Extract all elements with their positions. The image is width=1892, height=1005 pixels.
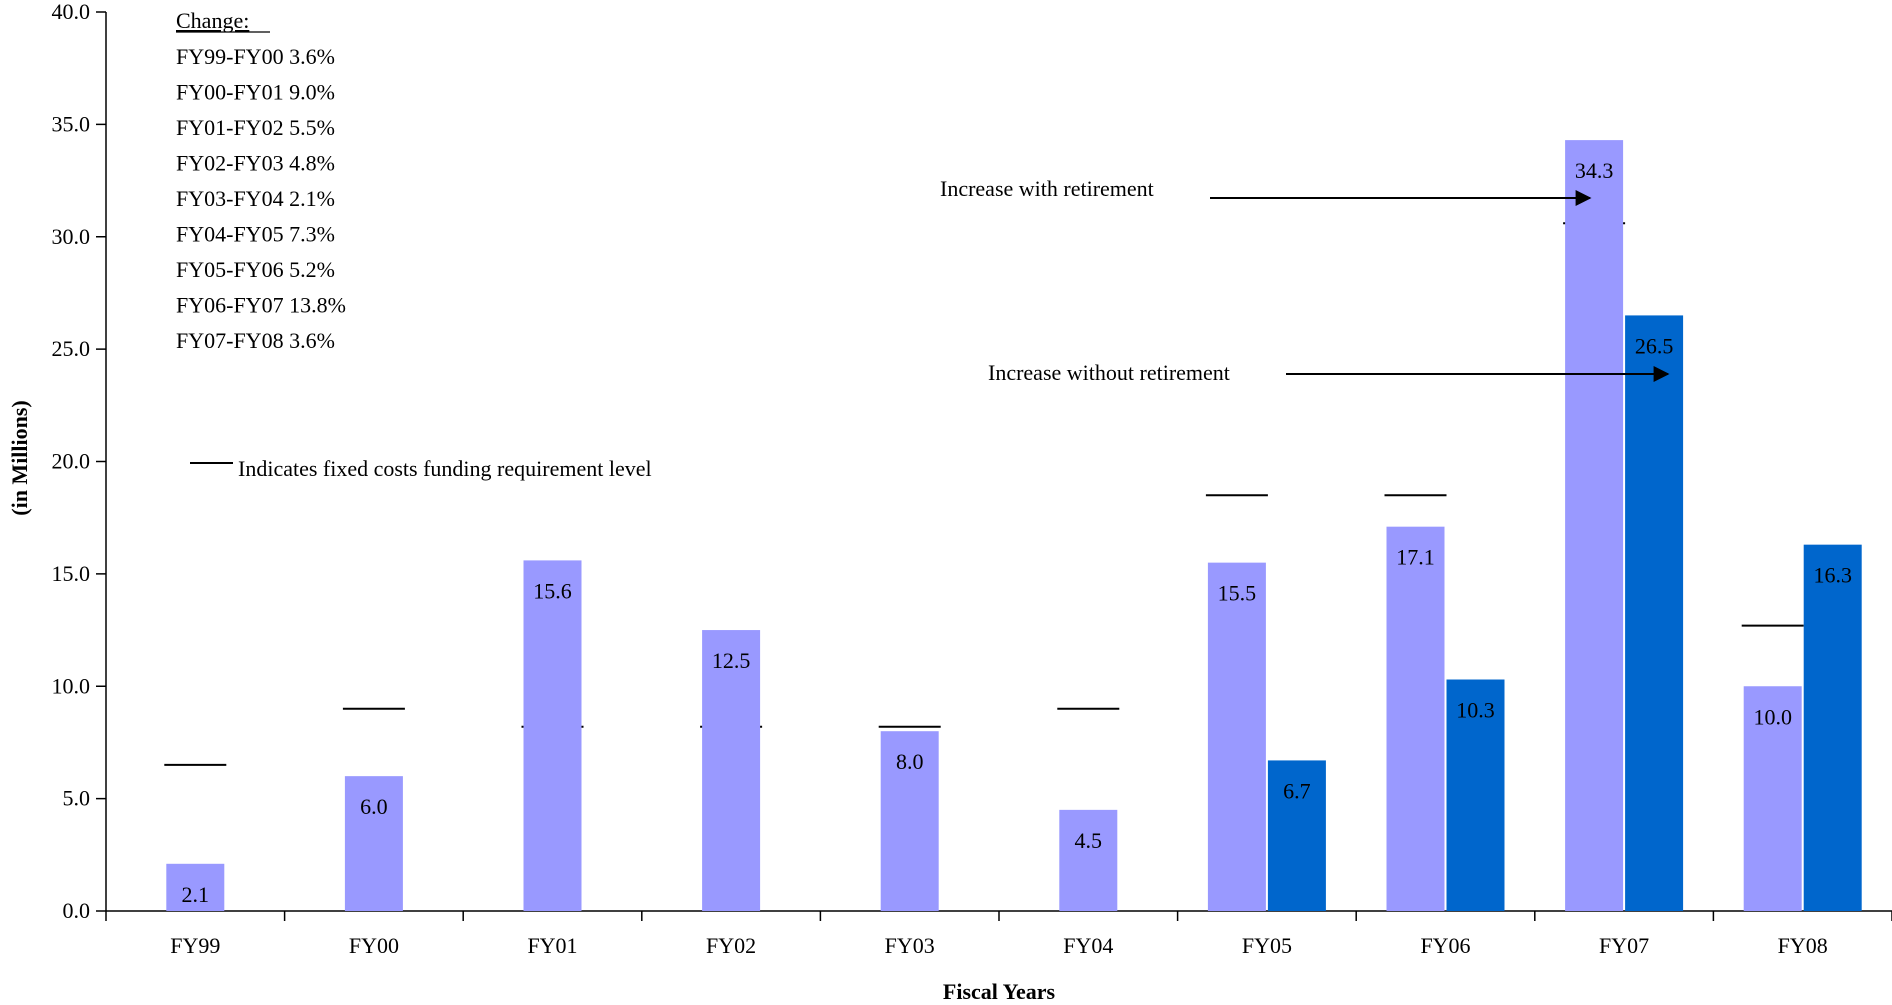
x-tick-label: FY08	[1778, 933, 1828, 958]
bar-value-label: 6.0	[360, 794, 388, 819]
x-tick-label: FY02	[706, 933, 756, 958]
x-tick-label: FY00	[349, 933, 399, 958]
bar-value-label: 17.1	[1396, 545, 1435, 570]
bar-with-retirement	[523, 560, 582, 911]
bar-without-retirement	[1446, 679, 1505, 911]
x-tick-label: FY03	[885, 933, 935, 958]
legend-note: Indicates fixed costs funding requiremen…	[190, 456, 652, 481]
bar-with-retirement	[702, 630, 761, 911]
bar-value-label: 12.5	[712, 648, 751, 673]
bar-with-retirement	[1386, 526, 1445, 911]
bar-with-retirement	[1207, 562, 1266, 911]
bar-value-label: 10.0	[1753, 704, 1792, 729]
y-tick-label: 0.0	[63, 898, 91, 923]
change-line: FY99-FY00 3.6%	[176, 44, 335, 69]
change-line: FY01-FY02 5.5%	[176, 115, 335, 140]
bar-with-retirement	[344, 776, 403, 911]
y-axis-title: (in Millions)	[7, 400, 32, 516]
bar-value-label: 10.3	[1456, 698, 1495, 723]
y-tick-label: 30.0	[52, 224, 91, 249]
change-line: FY06-FY07 13.8%	[176, 293, 346, 318]
change-box: Change: FY99-FY00 3.6% FY00-FY01 9.0% FY01…	[176, 8, 346, 353]
change-line: FY05-FY06 5.2%	[176, 257, 335, 282]
legend-note-text: Indicates fixed costs funding requiremen…	[238, 456, 652, 481]
bar-with-retirement	[880, 731, 939, 911]
y-tick-label: 5.0	[63, 786, 91, 811]
change-line: FY07-FY08 3.6%	[176, 328, 335, 353]
y-ticks: 0.0 5.0 10.0 15.0 20.0 25.0 30.0 35.0 40.0	[52, 0, 106, 923]
bar-value-label: 34.3	[1575, 158, 1614, 183]
bar-without-retirement	[1625, 315, 1684, 912]
change-line: FY04-FY05 7.3%	[176, 222, 335, 247]
bar-labels: 2.1 6.0 15.6 12.5 8.0 4.5 15.5 17.1 34.3 10.0 6.7 1…	[182, 158, 1852, 907]
annotation-with-retirement: Increase with retirement	[940, 176, 1592, 206]
bar-value-label: 2.1	[182, 882, 210, 907]
change-lines: FY99-FY00 3.6% FY00-FY01 9.0% FY01-FY02 5.…	[176, 44, 346, 353]
x-tick-label: FY07	[1599, 933, 1649, 958]
change-line: FY00-FY01 9.0%	[176, 80, 335, 105]
bar-value-label: 16.3	[1813, 563, 1852, 588]
x-tick-label: FY05	[1242, 933, 1292, 958]
x-tick-label: FY01	[527, 933, 577, 958]
x-tick-label: FY04	[1063, 933, 1113, 958]
y-tick-label: 40.0	[52, 0, 91, 24]
bar-with-retirement	[1743, 686, 1802, 911]
change-line: FY03-FY04 2.1%	[176, 186, 335, 211]
bar-with-retirement	[1565, 140, 1624, 912]
bar-value-label: 15.6	[533, 578, 572, 603]
bar-value-label: 26.5	[1635, 333, 1674, 358]
bar-without-retirement	[1267, 760, 1326, 911]
x-tick-label: FY99	[170, 933, 220, 958]
annotation-with-retirement-text: Increase with retirement	[940, 176, 1154, 201]
x-tick-labels: FY99 FY00 FY01 FY02 FY03 FY04 FY05 FY06 FY07 FY08	[170, 933, 1828, 958]
bar-value-label: 15.5	[1218, 581, 1257, 606]
bar-value-label: 4.5	[1075, 828, 1103, 853]
annotation-without-retirement-text: Increase without retirement	[988, 360, 1230, 385]
bar-with-retirement	[166, 863, 225, 911]
change-box-title: Change:	[176, 8, 249, 33]
bars	[166, 140, 1862, 912]
bar-value-label: 8.0	[896, 749, 924, 774]
x-tick-label: FY06	[1420, 933, 1470, 958]
y-tick-label: 25.0	[52, 336, 91, 361]
y-tick-label: 20.0	[52, 449, 91, 474]
x-ticks	[105, 911, 1892, 921]
y-tick-label: 35.0	[52, 111, 91, 136]
fixed-cost-level-lines	[164, 222, 1804, 766]
bar-value-label: 6.7	[1283, 778, 1311, 803]
change-line: FY02-FY03 4.8%	[176, 151, 335, 176]
y-tick-label: 15.0	[52, 561, 91, 586]
y-tick-label: 10.0	[52, 673, 91, 698]
bar-with-retirement	[1059, 809, 1118, 911]
x-axis-title: Fiscal Years	[943, 979, 1056, 1004]
annotation-without-retirement: Increase without retirement	[988, 360, 1670, 385]
bar-without-retirement	[1803, 544, 1862, 911]
